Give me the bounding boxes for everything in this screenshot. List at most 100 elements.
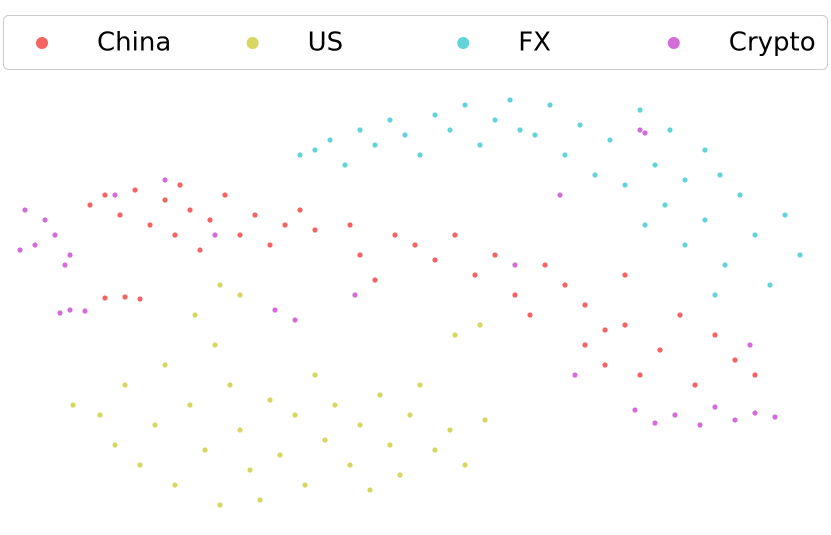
point xyxy=(547,102,553,108)
point xyxy=(112,192,118,198)
point xyxy=(357,252,363,258)
point xyxy=(472,272,478,278)
point xyxy=(62,262,68,268)
point xyxy=(312,372,318,378)
point xyxy=(227,382,233,388)
point xyxy=(257,497,263,503)
point xyxy=(17,247,23,253)
point xyxy=(282,222,288,228)
legend-box xyxy=(3,15,828,70)
point xyxy=(752,410,758,416)
point xyxy=(477,142,483,148)
point xyxy=(607,137,613,143)
point xyxy=(112,442,118,448)
legend-label: China xyxy=(97,28,171,58)
point xyxy=(417,152,423,158)
legend-label: US xyxy=(308,28,344,58)
point xyxy=(52,232,58,238)
point xyxy=(657,347,663,353)
point xyxy=(447,427,453,433)
point xyxy=(512,262,518,268)
point xyxy=(432,447,438,453)
point xyxy=(207,217,213,223)
point xyxy=(672,412,678,418)
point xyxy=(452,232,458,238)
legend-label: Crypto xyxy=(729,28,816,58)
point xyxy=(312,227,318,233)
legend: China US FX Crypto xyxy=(36,28,816,58)
point xyxy=(122,294,128,300)
point xyxy=(507,97,513,103)
point xyxy=(42,217,48,223)
point xyxy=(622,182,628,188)
point xyxy=(492,252,498,258)
point xyxy=(132,187,138,193)
point xyxy=(602,362,608,368)
point xyxy=(477,322,483,328)
point xyxy=(747,342,753,348)
point xyxy=(267,397,273,403)
point xyxy=(352,292,358,298)
point xyxy=(482,417,488,423)
point xyxy=(722,262,728,268)
point xyxy=(732,357,738,363)
legend-label: FX xyxy=(518,28,551,58)
point xyxy=(347,222,353,228)
point xyxy=(237,427,243,433)
point xyxy=(652,162,658,168)
point xyxy=(222,192,228,198)
point xyxy=(377,392,383,398)
point xyxy=(782,212,788,218)
point xyxy=(677,312,683,318)
point xyxy=(347,462,353,468)
point xyxy=(57,310,63,316)
point xyxy=(197,247,203,253)
point xyxy=(212,232,218,238)
point xyxy=(162,362,168,368)
point xyxy=(572,372,578,378)
point xyxy=(407,412,413,418)
point xyxy=(217,282,223,288)
point xyxy=(192,312,198,318)
point xyxy=(632,407,638,413)
point xyxy=(292,317,298,323)
point xyxy=(697,422,703,428)
point xyxy=(162,197,168,203)
point xyxy=(417,382,423,388)
point xyxy=(322,437,328,443)
point xyxy=(32,242,38,248)
point xyxy=(397,472,403,478)
point xyxy=(392,232,398,238)
plot-area xyxy=(17,97,803,508)
point xyxy=(267,242,273,248)
point xyxy=(292,412,298,418)
point xyxy=(327,137,333,143)
point xyxy=(642,222,648,228)
point xyxy=(137,462,143,468)
point xyxy=(452,332,458,338)
point xyxy=(187,402,193,408)
point xyxy=(772,414,778,420)
point xyxy=(272,307,278,313)
point xyxy=(622,272,628,278)
point xyxy=(387,117,393,123)
point xyxy=(67,307,73,313)
point xyxy=(172,232,178,238)
point xyxy=(582,342,588,348)
point xyxy=(752,232,758,238)
point xyxy=(367,487,373,493)
point xyxy=(117,212,123,218)
point xyxy=(637,107,643,113)
point xyxy=(702,147,708,153)
point xyxy=(512,292,518,298)
point xyxy=(702,217,708,223)
point xyxy=(87,202,93,208)
point xyxy=(642,130,648,136)
point xyxy=(297,152,303,158)
point xyxy=(342,162,348,168)
point xyxy=(432,112,438,118)
point xyxy=(562,152,568,158)
point xyxy=(147,222,153,228)
point xyxy=(447,127,453,133)
point xyxy=(217,502,223,508)
